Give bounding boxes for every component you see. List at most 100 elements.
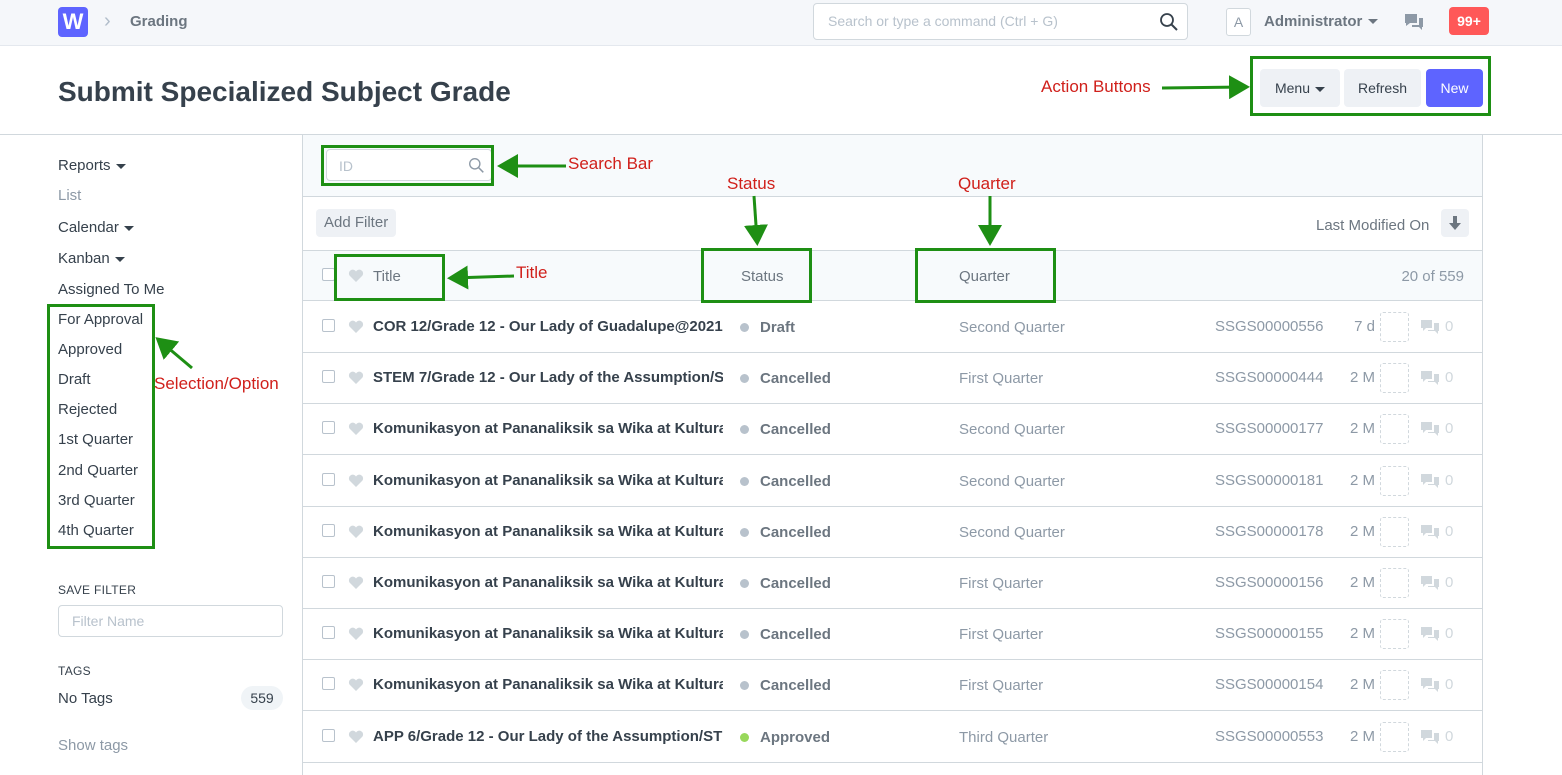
row-title[interactable]: APP 6/Grade 12 - Our Lady of the Assumpt… bbox=[373, 727, 723, 745]
row-assign-avatar[interactable] bbox=[1380, 619, 1409, 650]
row-assign-avatar[interactable] bbox=[1380, 465, 1409, 496]
row-assign-avatar[interactable] bbox=[1380, 721, 1409, 752]
chat-icon[interactable] bbox=[1403, 12, 1425, 32]
sidebar-filter-1st-quarter[interactable]: 1st Quarter bbox=[58, 431, 134, 448]
app-logo[interactable]: W bbox=[58, 7, 88, 37]
user-menu[interactable]: Administrator bbox=[1264, 13, 1363, 30]
heart-icon[interactable] bbox=[348, 678, 364, 692]
row-quarter: First Quarter bbox=[959, 370, 1044, 388]
list-row[interactable]: Komunikasyon at Pananaliksik sa Wika at … bbox=[303, 660, 1482, 712]
avatar[interactable]: A bbox=[1226, 8, 1251, 36]
annotation-box-search-bar bbox=[321, 145, 494, 186]
row-checkbox[interactable] bbox=[322, 575, 335, 588]
row-assign-avatar[interactable] bbox=[1380, 670, 1409, 701]
breadcrumb-grading[interactable]: Grading bbox=[130, 13, 188, 30]
sidebar-filter-2nd-quarter[interactable]: 2nd Quarter bbox=[58, 462, 139, 479]
search-icon[interactable] bbox=[1159, 12, 1179, 32]
row-title[interactable]: Komunikasyon at Pananaliksik sa Wika at … bbox=[373, 574, 723, 591]
list-row[interactable]: STEM 7/Grade 12 - Our Lady of the Assump… bbox=[303, 353, 1482, 405]
status-indicator-dot bbox=[740, 527, 749, 537]
no-tags-item[interactable]: No Tags bbox=[58, 690, 113, 707]
sidebar-filter-rejected[interactable]: Rejected bbox=[58, 401, 118, 418]
heart-icon[interactable] bbox=[348, 576, 364, 590]
sort-selector[interactable]: Last Modified On bbox=[1316, 217, 1430, 234]
heart-icon[interactable] bbox=[348, 730, 364, 744]
row-checkbox[interactable] bbox=[322, 421, 335, 435]
sidebar-filter-3rd-quarter[interactable]: 3rd Quarter bbox=[58, 492, 135, 509]
row-title[interactable]: STEM 7/Grade 12 - Our Lady of the Assump… bbox=[373, 369, 723, 387]
id-filter bbox=[326, 149, 492, 181]
list-row[interactable]: COR 12/Grade 12 - Our Lady of Guadalupe@… bbox=[303, 302, 1482, 353]
annotation-box-selection bbox=[47, 304, 155, 549]
row-modified: 2 M bbox=[1349, 625, 1375, 643]
row-checkbox[interactable] bbox=[322, 370, 335, 384]
annotation-label-selection: Selection/Option bbox=[154, 374, 279, 393]
row-assign-avatar[interactable] bbox=[1380, 363, 1409, 394]
sidebar-kanban[interactable]: Kanban bbox=[58, 250, 125, 267]
list-row[interactable]: Komunikasyon at Pananaliksik sa Wika at … bbox=[303, 506, 1482, 558]
row-title[interactable]: Komunikasyon at Pananaliksik sa Wika at … bbox=[373, 522, 723, 540]
row-checkbox[interactable] bbox=[322, 319, 335, 332]
row-checkbox[interactable] bbox=[322, 728, 335, 742]
notifications-badge[interactable]: 99+ bbox=[1449, 7, 1489, 35]
heart-icon[interactable] bbox=[348, 269, 364, 283]
list-row[interactable]: Komunikasyon at Pananaliksik sa Wika at … bbox=[303, 455, 1482, 507]
sidebar-filter-for-approval[interactable]: For Approval bbox=[58, 311, 144, 328]
row-modified: 2 M bbox=[1349, 420, 1375, 438]
annotation-box-action-buttons bbox=[1250, 56, 1491, 116]
row-title[interactable]: Komunikasyon at Pananaliksik sa Wika at … bbox=[373, 420, 723, 438]
sidebar-calendar[interactable]: Calendar bbox=[58, 219, 134, 236]
page-title: Submit Specialized Subject Grade bbox=[58, 76, 511, 107]
status-indicator-dot bbox=[740, 374, 749, 384]
list-row[interactable]: Komunikasyon at Pananaliksik sa Wika at … bbox=[303, 404, 1482, 456]
row-title[interactable]: Komunikasyon at Pananaliksik sa Wika at … bbox=[373, 625, 723, 643]
new-button[interactable]: New bbox=[1426, 69, 1483, 107]
sidebar-list[interactable]: List bbox=[58, 187, 82, 204]
heart-icon[interactable] bbox=[348, 474, 364, 488]
add-filter-button[interactable]: Add Filter bbox=[316, 209, 397, 237]
row-assign-avatar[interactable] bbox=[1380, 516, 1409, 547]
row-title[interactable]: Komunikasyon at Pananaliksik sa Wika at … bbox=[373, 676, 723, 694]
sidebar-filter-draft[interactable]: Draft bbox=[58, 371, 91, 388]
row-id: SSGS00000154 bbox=[1215, 676, 1324, 694]
row-assign-avatar[interactable] bbox=[1380, 312, 1409, 342]
column-title: Title bbox=[373, 268, 401, 285]
row-status: Draft bbox=[760, 319, 796, 336]
id-filter-input[interactable] bbox=[337, 157, 467, 175]
row-checkbox[interactable] bbox=[322, 472, 335, 486]
row-title[interactable]: COR 12/Grade 12 - Our Lady of Guadalupe@… bbox=[373, 318, 723, 335]
filter-name-input[interactable] bbox=[58, 605, 283, 637]
comment-icon bbox=[1421, 473, 1439, 488]
list-row[interactable]: Komunikasyon at Pananaliksik sa Wika at … bbox=[303, 609, 1482, 661]
heart-icon[interactable] bbox=[348, 422, 364, 436]
list-row[interactable]: Komunikasyon at Pananaliksik sa Wika at … bbox=[303, 558, 1482, 609]
sidebar-filter-approved[interactable]: Approved bbox=[58, 341, 123, 358]
refresh-button[interactable]: Refresh bbox=[1344, 69, 1421, 107]
show-tags-link[interactable]: Show tags bbox=[58, 737, 129, 754]
row-title[interactable]: Komunikasyon at Pananaliksik sa Wika at … bbox=[373, 471, 723, 489]
awesomebar-input[interactable] bbox=[826, 12, 1156, 30]
row-id: SSGS00000178 bbox=[1215, 522, 1324, 540]
heart-icon[interactable] bbox=[348, 320, 364, 334]
row-checkbox[interactable] bbox=[322, 626, 335, 640]
sidebar-assigned-to-me[interactable]: Assigned To Me bbox=[58, 281, 165, 298]
tags-label: TAGS bbox=[58, 664, 91, 678]
sort-order-button[interactable] bbox=[1441, 209, 1469, 237]
sidebar-filter-4th-quarter[interactable]: 4th Quarter bbox=[58, 522, 134, 539]
heart-icon[interactable] bbox=[348, 371, 364, 385]
column-quarter: Quarter bbox=[959, 268, 1010, 285]
row-checkbox[interactable] bbox=[322, 677, 335, 691]
row-comment-count: 0 bbox=[1445, 420, 1454, 438]
heart-icon[interactable] bbox=[348, 525, 364, 539]
row-checkbox[interactable] bbox=[322, 523, 335, 537]
menu-button[interactable]: Menu bbox=[1260, 69, 1340, 107]
status-indicator-dot bbox=[740, 476, 749, 486]
row-assign-avatar[interactable] bbox=[1380, 414, 1409, 445]
navbar: W › Grading A Administrator 99+ bbox=[0, 0, 1562, 46]
sidebar-reports[interactable]: Reports bbox=[58, 157, 126, 174]
chevron-down-icon[interactable] bbox=[1368, 19, 1378, 24]
list-row[interactable]: APP 6/Grade 12 - Our Lady of the Assumpt… bbox=[303, 711, 1482, 763]
heart-icon[interactable] bbox=[348, 627, 364, 641]
row-assign-avatar[interactable] bbox=[1380, 568, 1409, 598]
status-indicator-dot bbox=[740, 630, 749, 640]
